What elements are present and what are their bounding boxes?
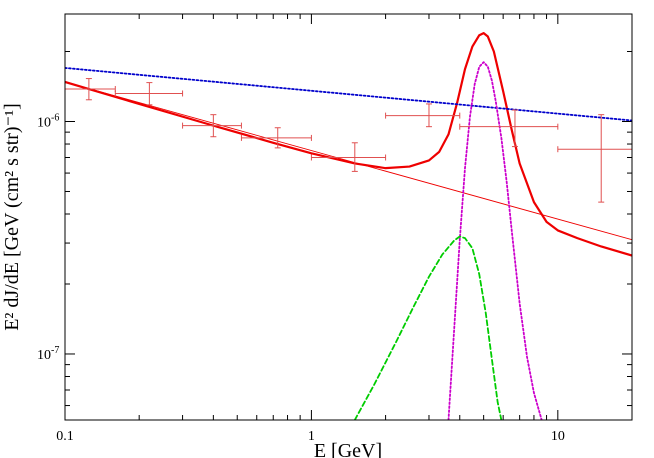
data-point-1: [65, 78, 116, 101]
series-line-5: [353, 235, 503, 420]
data-point-7: [459, 109, 559, 148]
series-line-2: [65, 81, 632, 241]
x-tick-labels: 0.1 1 10: [56, 429, 565, 444]
x-tick-label: 0.1: [56, 429, 74, 444]
data-point-5: [310, 142, 387, 172]
data-point-8: [557, 114, 632, 203]
x-tick-label: 1: [308, 429, 315, 444]
series-line-1: [65, 32, 632, 257]
model-curves: [65, 32, 632, 420]
plot-frame: [64, 13, 633, 421]
x-tick-label: 10: [551, 429, 565, 444]
data-point-4: [240, 127, 312, 149]
major-ticks: [65, 14, 632, 420]
data-point-2: [114, 82, 184, 106]
data-point-6: [385, 103, 461, 128]
series-line-3: [65, 67, 632, 122]
data-point-3: [182, 114, 242, 138]
minor-ticks: [65, 14, 632, 420]
y-axis-label: E² dJ/dE [GeV (cm² s str)⁻¹]: [1, 103, 23, 331]
data-points: [65, 78, 632, 203]
y-tick-label: 10-6: [37, 112, 59, 130]
series-line-4: [447, 61, 543, 420]
y-tick-labels: 10-7 10-6: [37, 112, 59, 362]
y-tick-label: 10-7: [37, 345, 59, 363]
x-axis-label: E [GeV]: [314, 440, 382, 458]
